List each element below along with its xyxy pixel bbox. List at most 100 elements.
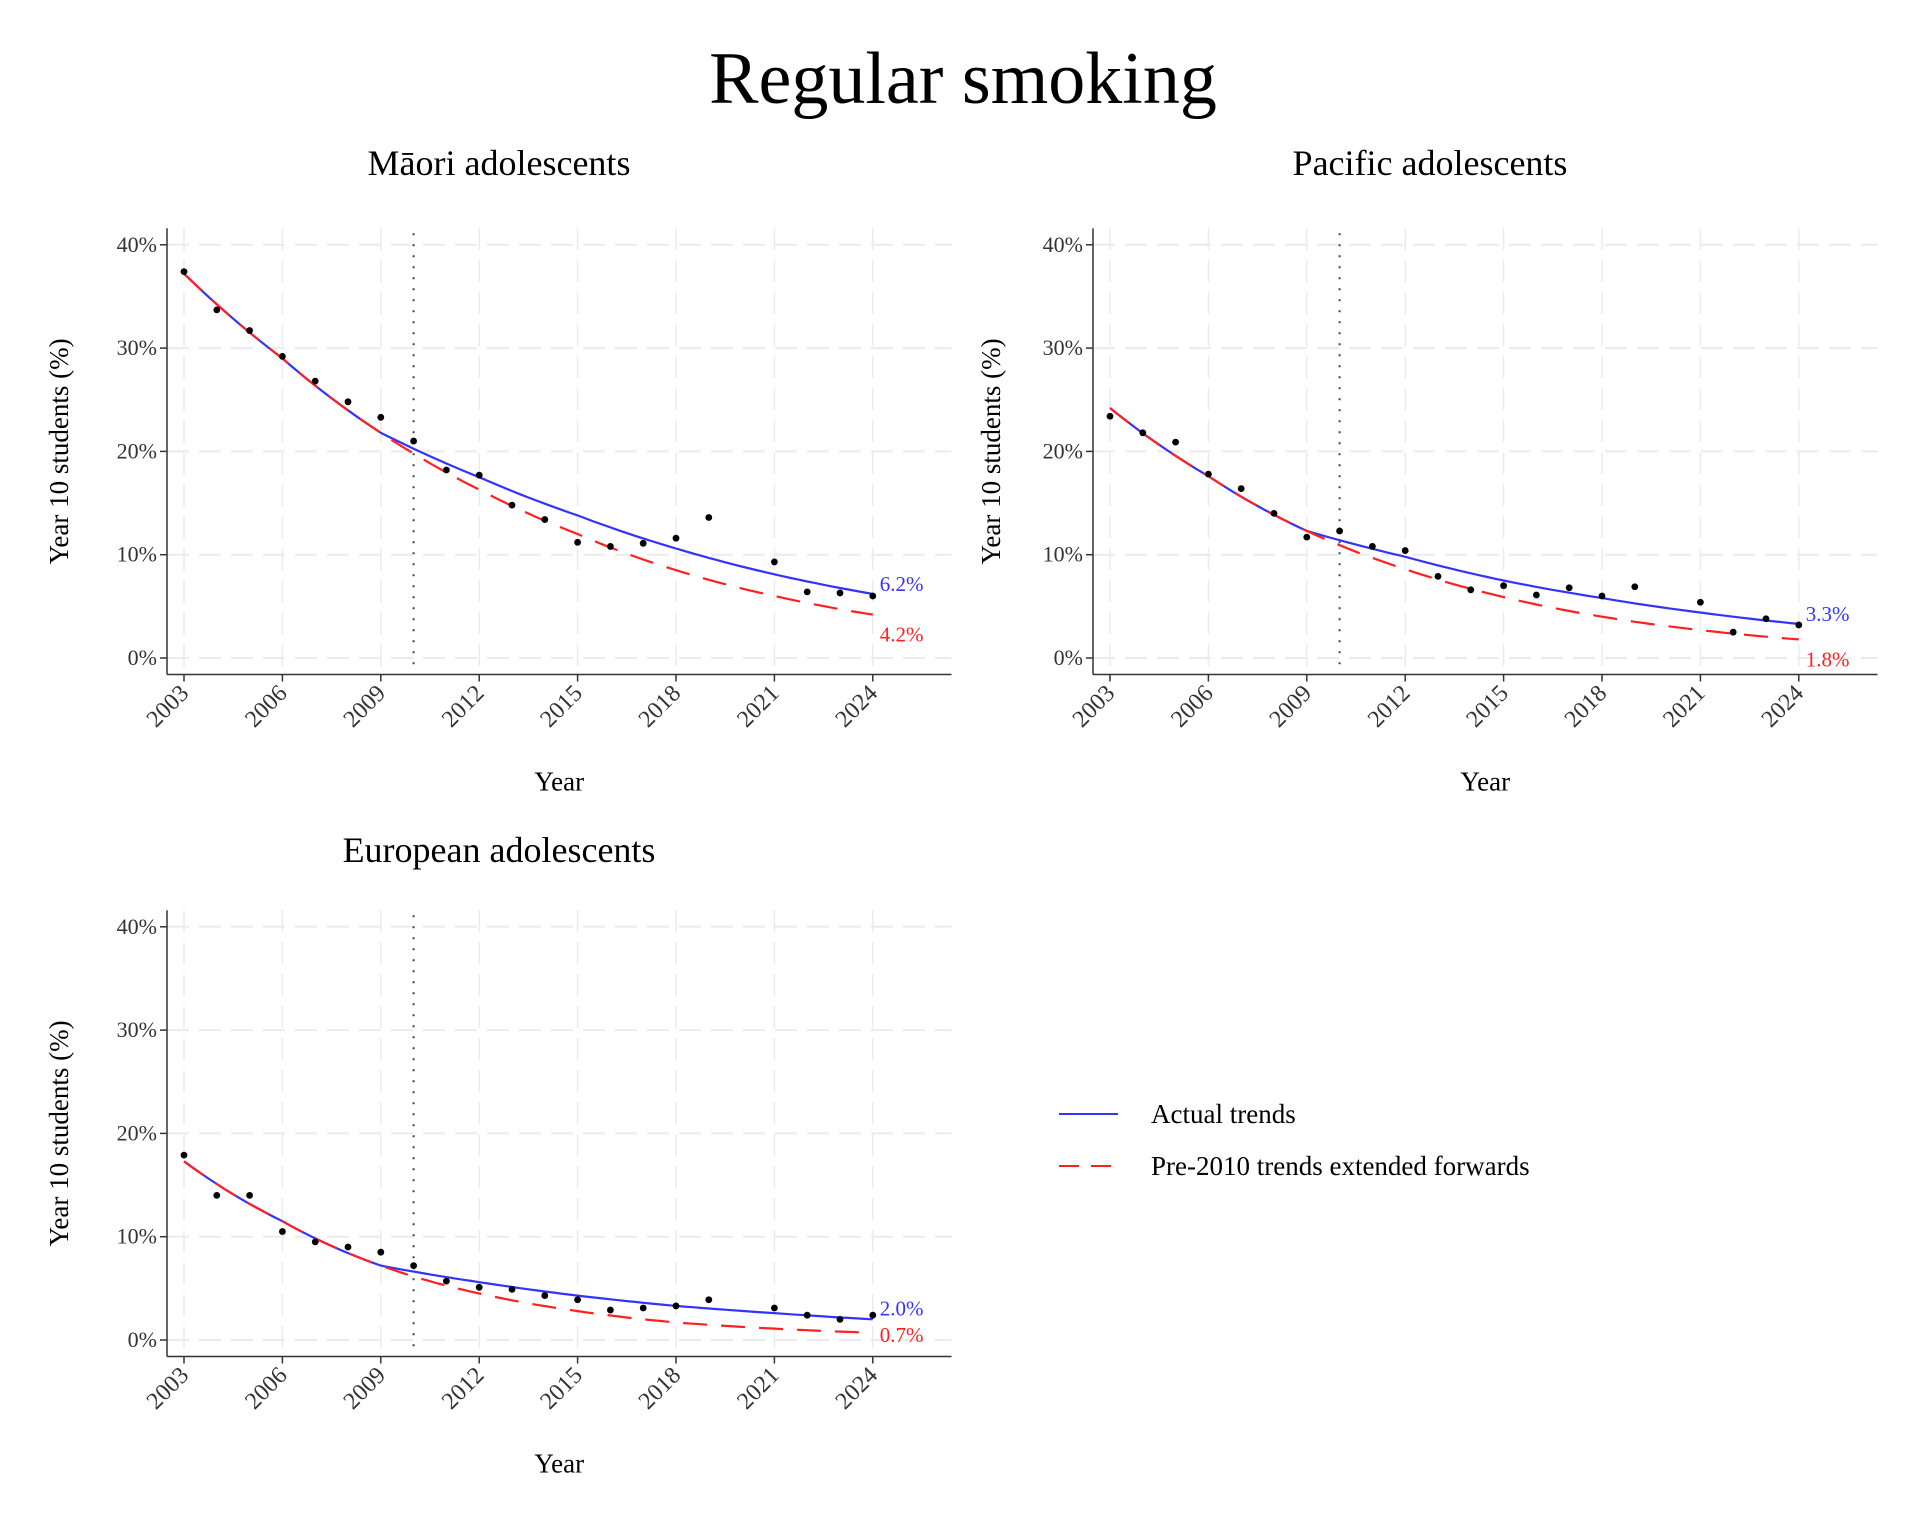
x-axis-title: Year (1460, 767, 1510, 797)
y-tick-label: 0% (128, 1327, 157, 1352)
y-tick-label: 40% (1043, 232, 1083, 257)
data-point (869, 1311, 877, 1319)
actual-trend-line (1109, 407, 1799, 625)
data-point (1533, 591, 1540, 599)
data-point (836, 589, 844, 597)
data-point (1697, 598, 1704, 606)
data-point (705, 1296, 713, 1304)
y-tick-label: 30% (117, 335, 157, 360)
y-tick-label: 20% (117, 438, 157, 463)
actual-end-label: 2.0% (880, 1296, 924, 1320)
data-point (1598, 592, 1606, 600)
data-point (836, 1315, 844, 1323)
data-point (1336, 527, 1343, 535)
actual-trend-line (183, 272, 873, 596)
panel-title: Māori adolescents (368, 143, 631, 183)
data-point (1467, 586, 1475, 594)
x-tick-label: 2006 (1166, 680, 1218, 732)
legend-label-actual: Actual trends (1151, 1099, 1296, 1129)
data-point (803, 588, 811, 596)
data-point (475, 471, 483, 479)
data-point (344, 398, 352, 406)
y-tick-label: 30% (117, 1017, 157, 1042)
data-point (639, 539, 647, 547)
data-point (672, 534, 680, 542)
data-point (1369, 543, 1376, 550)
x-tick-label: 2015 (536, 1362, 588, 1414)
y-axis-title: Year 10 students (%) (44, 338, 74, 564)
x-tick-label: 2009 (339, 680, 391, 732)
data-point (869, 592, 877, 600)
data-point (1565, 584, 1573, 592)
x-tick-label: 2009 (1265, 680, 1317, 732)
data-point (508, 1285, 516, 1293)
data-point (1139, 429, 1147, 437)
data-point (443, 466, 450, 474)
legend: Actual trends Pre-2010 trends extended f… (1059, 1099, 1530, 1181)
data-point (279, 352, 286, 360)
data-point (1270, 509, 1278, 517)
pre2010-end-label: 4.2% (880, 623, 924, 647)
x-tick-label: 2012 (437, 680, 489, 732)
data-point (771, 1304, 778, 1312)
x-tick-label: 2012 (437, 1362, 489, 1414)
data-point (1401, 547, 1409, 554)
data-point (246, 1191, 254, 1199)
data-point (213, 306, 221, 314)
data-point (607, 1306, 614, 1314)
data-point (311, 377, 319, 385)
data-point (1729, 628, 1737, 636)
x-tick-label: 2012 (1363, 680, 1415, 732)
data-point (672, 1302, 680, 1310)
pre2010-trend-line (1109, 407, 1799, 641)
data-point (1762, 615, 1770, 623)
y-tick-label: 20% (117, 1120, 157, 1145)
x-tick-label: 2021 (732, 680, 784, 732)
data-point (574, 1296, 581, 1304)
figure-title: Regular smoking (709, 38, 1217, 120)
y-tick-label: 0% (1054, 645, 1083, 670)
y-tick-label: 10% (117, 1224, 157, 1249)
data-point (607, 543, 614, 550)
x-tick-label: 2024 (1757, 680, 1809, 732)
y-tick-label: 30% (1043, 335, 1083, 360)
x-tick-label: 2003 (142, 1362, 194, 1414)
data-point (180, 1151, 188, 1159)
data-point (1172, 438, 1179, 446)
pre2010-end-label: 0.7% (880, 1323, 924, 1347)
data-point (1631, 583, 1639, 591)
pre2010-trend-line (183, 1160, 873, 1334)
panel-title: Pacific adolescents (1293, 143, 1568, 183)
x-tick-label: 2024 (831, 680, 883, 732)
panel-0: Māori adolescents 0% 10% 20% 30% 40% 2003 2006 2… (44, 143, 952, 797)
data-point (705, 514, 713, 521)
data-point (1237, 485, 1245, 492)
x-tick-label: 2018 (634, 1362, 686, 1414)
actual-end-label: 3.3% (1806, 602, 1850, 626)
data-point (541, 516, 549, 523)
data-point (344, 1243, 352, 1251)
data-point (1795, 621, 1803, 629)
x-tick-label: 2006 (240, 680, 292, 732)
data-point (180, 268, 188, 276)
legend-label-pre2010: Pre-2010 trends extended forwards (1151, 1151, 1530, 1181)
y-tick-label: 40% (117, 914, 157, 939)
x-tick-label: 2003 (142, 680, 194, 732)
data-point (771, 558, 778, 566)
data-point (1205, 470, 1212, 478)
x-tick-label: 2015 (1462, 680, 1514, 732)
data-point (410, 1262, 417, 1270)
data-point (213, 1191, 221, 1199)
data-point (1500, 582, 1507, 590)
actual-trend-line (183, 1160, 873, 1321)
x-tick-label: 2009 (339, 1362, 391, 1414)
data-point (1434, 572, 1442, 580)
y-axis-title: Year 10 students (%) (976, 338, 1006, 564)
data-point (541, 1292, 549, 1299)
y-tick-label: 10% (1043, 542, 1083, 567)
data-point (1303, 533, 1311, 541)
data-point (508, 501, 516, 509)
panel-title: European adolescents (343, 830, 656, 870)
x-tick-label: 2018 (634, 680, 686, 732)
